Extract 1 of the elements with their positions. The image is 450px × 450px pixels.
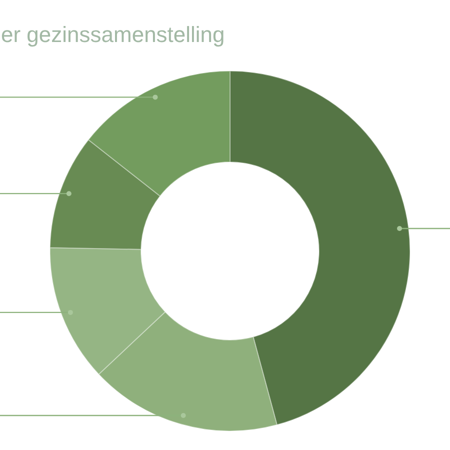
- chart-title: er gezinssamenstelling: [1, 22, 225, 48]
